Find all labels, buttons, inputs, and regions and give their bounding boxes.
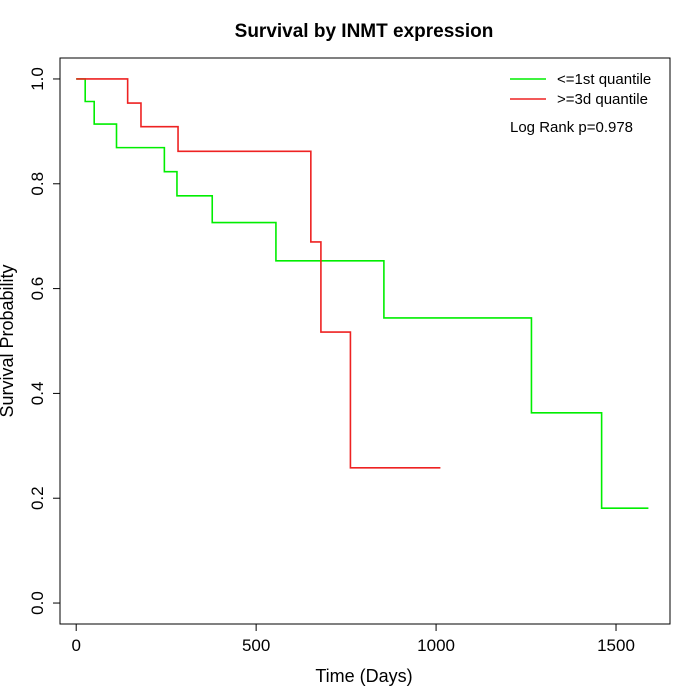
y-tick-label: 0.2 xyxy=(28,486,47,510)
legend: <=1st quantile >=3d quantile xyxy=(510,71,651,108)
plot-frame xyxy=(59,57,671,625)
y-tick-label: 0.6 xyxy=(28,277,47,301)
x-tick-label: 1000 xyxy=(417,636,455,655)
chart-title: Survival by INMT expression xyxy=(235,21,494,42)
x-axis-label: Time (Days) xyxy=(315,666,412,686)
y-tick-label: 0.0 xyxy=(28,591,47,615)
survival-curve-low xyxy=(76,78,649,509)
y-axis: 0.0 0.2 0.4 0.6 0.8 1.0 xyxy=(28,67,61,615)
legend-label-high: >=3d quantile xyxy=(557,91,648,108)
legend-label-low: <=1st quantile xyxy=(557,71,651,88)
log-rank-annotation: Log Rank p=0.978 xyxy=(510,119,633,136)
y-tick-label: 1.0 xyxy=(28,67,47,91)
x-tick-label: 1500 xyxy=(597,636,635,655)
y-tick-label: 0.4 xyxy=(28,382,47,406)
x-axis: 0 500 1000 1500 xyxy=(71,623,635,655)
x-tick-label: 500 xyxy=(242,636,270,655)
series-layer xyxy=(76,78,649,509)
y-tick-label: 0.8 xyxy=(28,172,47,196)
x-tick-label: 0 xyxy=(71,636,80,655)
survival-curve-high xyxy=(76,78,441,469)
y-axis-label: Survival Probability xyxy=(0,264,17,417)
